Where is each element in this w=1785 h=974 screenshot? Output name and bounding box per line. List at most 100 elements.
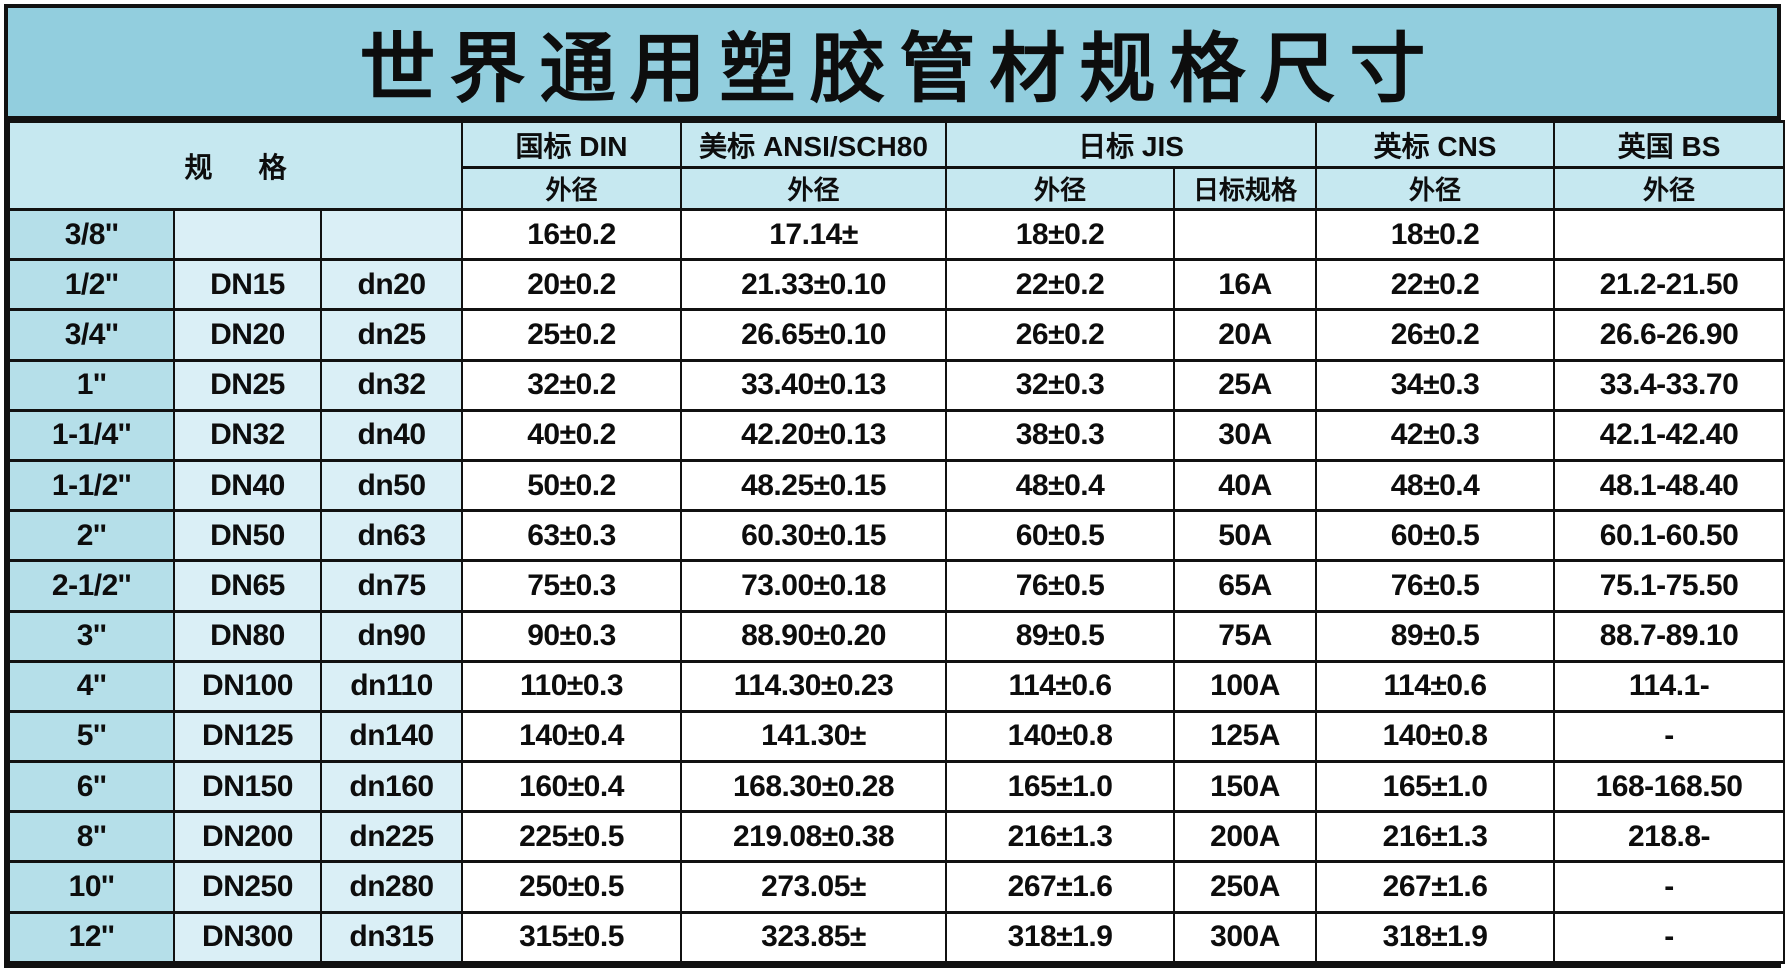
spec-table-body: 3/8'' 16±0.2 17.14± 18±0.2 18±0.2 1/2'' DN15 dn… — [8, 208, 1785, 964]
table-row: 5'' DN125 dn140 140±0.4 141.30± 140±0.8 125A 14… — [8, 710, 1785, 763]
cell-r4-c1: DN32 — [173, 409, 322, 462]
cell-r0-c7: 18±0.2 — [1315, 208, 1556, 261]
cell-r9-c1: DN100 — [173, 660, 322, 713]
cell-r8-c2: dn90 — [319, 609, 464, 663]
cell-r5-c5: 48±0.4 — [945, 459, 1176, 512]
cell-r2-c6: 20A — [1173, 308, 1318, 362]
cell-r8-c6: 75A — [1173, 609, 1318, 663]
cell-r7-c1: DN65 — [173, 559, 322, 613]
subheader-bs-od: 外径 — [1553, 166, 1785, 211]
cell-r8-c1: DN80 — [173, 609, 322, 663]
cell-r2-c3: 25±0.2 — [461, 308, 683, 362]
cell-r9-c0: 4'' — [8, 660, 175, 713]
cell-r8-c4: 88.90±0.20 — [680, 609, 948, 663]
cell-r7-c8: 75.1-75.50 — [1553, 559, 1785, 613]
header-sub-row: 外径 外径 外径 日标规格 外径 外径 — [9, 166, 1785, 211]
cell-r12-c0: 8'' — [8, 810, 175, 863]
title-band: 世界通用塑胶管材规格尺寸 — [8, 8, 1777, 120]
subheader-ansi-od: 外径 — [680, 166, 948, 211]
cell-r13-c0: 10'' — [8, 860, 175, 914]
cell-r14-c6: 300A — [1173, 911, 1318, 964]
cell-r13-c6: 250A — [1173, 860, 1318, 914]
cell-r5-c4: 48.25±0.15 — [680, 459, 948, 512]
cell-r12-c6: 200A — [1173, 810, 1318, 863]
cell-r10-c7: 140±0.8 — [1315, 710, 1556, 763]
column-header-cns: 英标 CNS — [1315, 120, 1556, 169]
cell-r2-c5: 26±0.2 — [945, 308, 1176, 362]
cell-r9-c6: 100A — [1173, 660, 1318, 713]
cell-r5-c8: 48.1-48.40 — [1553, 459, 1785, 512]
cell-r14-c2: dn315 — [319, 911, 464, 964]
cell-r1-c4: 21.33±0.10 — [680, 258, 948, 311]
spec-table: 规格 国标 DIN 美标 ANSI/SCH80 日标 JIS 英标 CNS 英国… — [7, 120, 1785, 964]
cell-r0-c2 — [319, 208, 464, 261]
cell-r13-c3: 250±0.5 — [461, 860, 683, 914]
subheader-cns-od: 外径 — [1315, 166, 1556, 211]
cell-r9-c3: 110±0.3 — [461, 660, 683, 713]
cell-r6-c7: 60±0.5 — [1315, 509, 1556, 562]
cell-r9-c2: dn110 — [319, 660, 464, 713]
cell-r11-c7: 165±1.0 — [1315, 760, 1556, 813]
cell-r7-c7: 76±0.5 — [1315, 559, 1556, 613]
spec-table-head: 规格 国标 DIN 美标 ANSI/SCH80 日标 JIS 英标 CNS 英国… — [7, 120, 1785, 211]
cell-r13-c5: 267±1.6 — [945, 860, 1176, 914]
column-header-ansi: 美标 ANSI/SCH80 — [680, 120, 948, 169]
cell-r12-c1: DN200 — [173, 810, 322, 863]
cell-r6-c6: 50A — [1173, 509, 1318, 562]
cell-r7-c0: 2-1/2'' — [8, 559, 175, 613]
cell-r8-c8: 88.7-89.10 — [1553, 609, 1785, 663]
cell-r12-c4: 219.08±0.38 — [680, 810, 948, 863]
table-row: 2'' DN50 dn63 63±0.3 60.30±0.15 60±0.5 50A 60±0… — [8, 509, 1785, 562]
cell-r14-c4: 323.85± — [680, 911, 948, 964]
cell-r2-c0: 3/4'' — [8, 308, 175, 362]
cell-r3-c1: DN25 — [173, 359, 322, 412]
cell-r14-c3: 315±0.5 — [461, 911, 683, 964]
cell-r14-c5: 318±1.9 — [945, 911, 1176, 964]
cell-r1-c8: 21.2-21.50 — [1553, 258, 1785, 311]
header-group-row: 规格 国标 DIN 美标 ANSI/SCH80 日标 JIS 英标 CNS 英国… — [7, 120, 1785, 211]
table-row: 6'' DN150 dn160 160±0.4 168.30±0.28 165±1.0 15… — [8, 760, 1785, 813]
table-row: 1-1/4'' DN32 dn40 40±0.2 42.20±0.13 38±0.3 30A… — [8, 409, 1785, 462]
cell-r11-c3: 160±0.4 — [461, 760, 683, 813]
cell-r5-c0: 1-1/2'' — [8, 459, 175, 512]
cell-r6-c3: 63±0.3 — [461, 509, 683, 562]
cell-r5-c3: 50±0.2 — [461, 459, 683, 512]
cell-r10-c2: dn140 — [319, 710, 464, 763]
cell-r4-c8: 42.1-42.40 — [1553, 409, 1785, 462]
cell-r3-c4: 33.40±0.13 — [680, 359, 948, 412]
cell-r1-c3: 20±0.2 — [461, 258, 683, 311]
cell-r3-c0: 1'' — [8, 359, 175, 412]
cell-r6-c2: dn63 — [319, 509, 464, 562]
cell-r4-c4: 42.20±0.13 — [680, 409, 948, 462]
column-header-bs: 英国 BS — [1553, 120, 1785, 169]
cell-r5-c1: DN40 — [173, 459, 322, 512]
cell-r12-c2: dn225 — [319, 810, 464, 863]
cell-r0-c5: 18±0.2 — [945, 208, 1176, 261]
cell-r7-c6: 65A — [1173, 559, 1318, 613]
cell-r6-c1: DN50 — [173, 509, 322, 562]
table-row: 3'' DN80 dn90 90±0.3 88.90±0.20 89±0.5 75A 89±0… — [8, 609, 1785, 663]
cell-r1-c1: DN15 — [173, 258, 322, 311]
cell-r0-c4: 17.14± — [680, 208, 948, 261]
cell-r14-c7: 318±1.9 — [1315, 911, 1556, 964]
cell-r1-c0: 1/2'' — [8, 258, 175, 311]
cell-r4-c6: 30A — [1173, 409, 1318, 462]
cell-r6-c0: 2'' — [8, 509, 175, 562]
cell-r12-c8: 218.8- — [1553, 810, 1785, 863]
cell-r9-c7: 114±0.6 — [1315, 660, 1556, 713]
table-row: 3/4'' DN20 dn25 25±0.2 26.65±0.10 26±0.2 20A 26… — [8, 308, 1785, 362]
table-row: 1'' DN25 dn32 32±0.2 33.40±0.13 32±0.3 25A 34±0… — [8, 359, 1785, 412]
cell-r3-c5: 32±0.3 — [945, 359, 1176, 412]
cell-r8-c5: 89±0.5 — [945, 609, 1176, 663]
cell-r5-c6: 40A — [1173, 459, 1318, 512]
cell-r2-c4: 26.65±0.10 — [680, 308, 948, 362]
cell-r14-c0: 12'' — [8, 911, 175, 964]
table-row: 3/8'' 16±0.2 17.14± 18±0.2 18±0.2 — [8, 208, 1785, 261]
cell-r9-c8: 114.1- — [1553, 660, 1785, 713]
cell-r7-c5: 76±0.5 — [945, 559, 1176, 613]
cell-r4-c3: 40±0.2 — [461, 409, 683, 462]
cell-r4-c5: 38±0.3 — [945, 409, 1176, 462]
cell-r11-c2: dn160 — [319, 760, 464, 813]
column-header-jis: 日标 JIS — [945, 120, 1318, 169]
table-row: 4'' DN100 dn110 110±0.3 114.30±0.23 114±0.6 10… — [8, 660, 1785, 713]
